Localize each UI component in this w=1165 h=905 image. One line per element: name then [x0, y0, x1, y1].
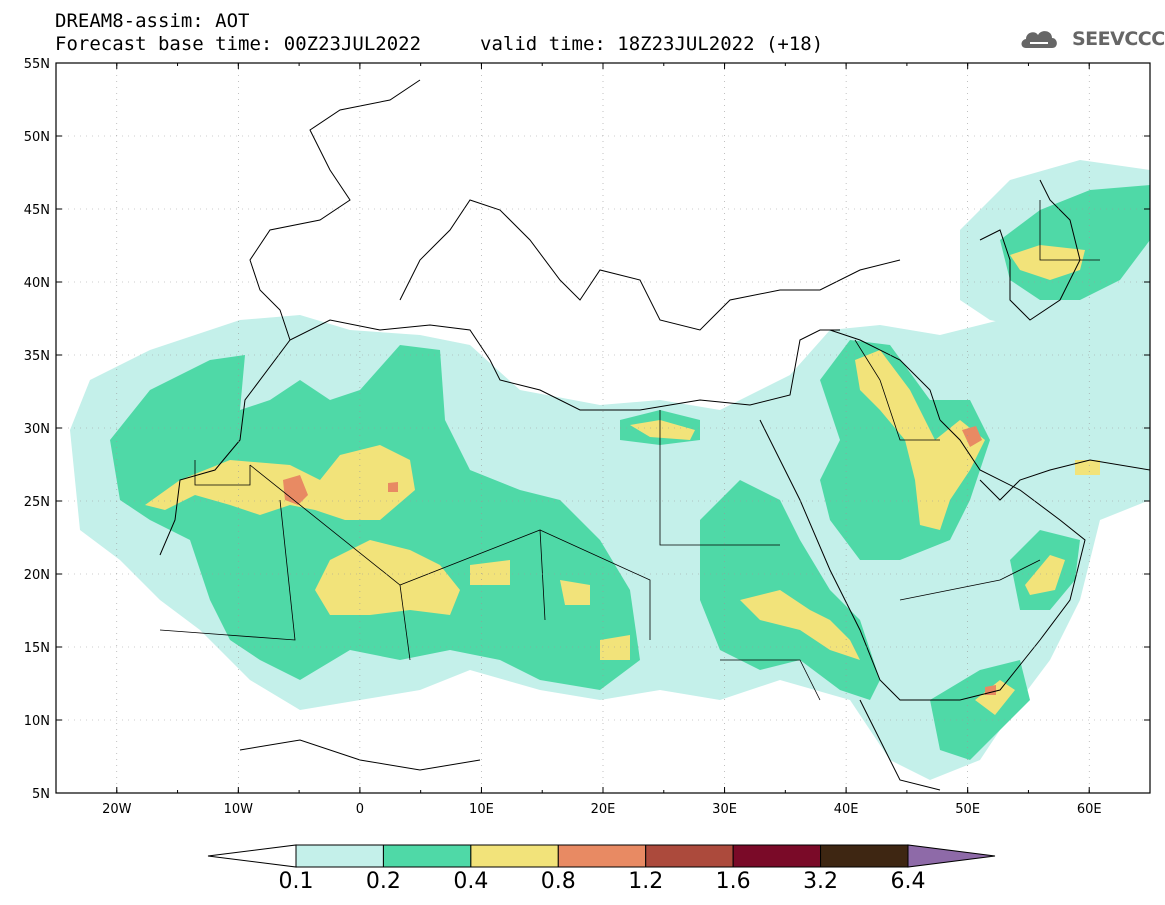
graticule — [56, 63, 1150, 793]
lon-label: 20E — [591, 802, 616, 817]
coastlines — [159, 79, 1150, 791]
aot-level-0.8-iran — [962, 426, 982, 447]
aot-level-0.4-libya — [630, 420, 695, 440]
colorbar-label: 0.4 — [453, 869, 489, 894]
lat-label: 25N — [24, 495, 50, 510]
colorbar-box — [732, 844, 822, 868]
aot-field — [70, 160, 1150, 780]
lat-label: 15N — [24, 641, 50, 656]
lat-label: 5N — [32, 787, 50, 802]
colorbar-label: 0.8 — [540, 869, 576, 894]
lat-label: 50N — [24, 130, 50, 145]
colorbar-box — [557, 844, 647, 868]
logo-text: SEEVCCC — [1072, 28, 1165, 50]
aot-level-0.4-oman — [1025, 555, 1065, 595]
borders — [159, 200, 1100, 701]
lat-label: 35N — [24, 349, 50, 364]
lat-label: 30N — [24, 422, 50, 437]
valid-time: valid time: 18Z23JUL2022 (+18) — [480, 33, 824, 55]
lon-label: 30E — [712, 802, 737, 817]
aot-level-0.4 — [145, 445, 415, 520]
colorbar-box — [820, 844, 909, 868]
colorbar-label: 1.2 — [628, 869, 664, 894]
colorbar-label: 1.6 — [715, 869, 751, 894]
colorbar-box — [382, 844, 472, 868]
lon-label: 10E — [469, 802, 494, 817]
aot-level-0.4-mali — [315, 540, 460, 615]
lon-label: 40E — [834, 802, 859, 817]
colorbar-box — [470, 844, 559, 868]
lon-label: 60E — [1077, 802, 1102, 817]
colorbar-label: 6.4 — [890, 869, 926, 894]
colorbar-label: 0.2 — [365, 869, 401, 894]
lat-label: 20N — [24, 568, 50, 583]
lon-label: 0 — [356, 802, 364, 817]
colorbar-box — [295, 844, 384, 868]
aot-level-0.4-chad — [560, 580, 590, 605]
axis-ticks: 55N 50N 45N 40N 35N 30N 25N 20N 15N 10N 5N 20W 10W 0 1… — [24, 57, 1151, 817]
aot-level-0.8-yemen — [985, 685, 996, 695]
lat-label: 45N — [24, 203, 50, 218]
aot-level-0.4-niger — [470, 560, 510, 585]
colorbar-over-arrow — [907, 844, 996, 868]
aot-level-0.4-socotra — [975, 680, 1015, 715]
lat-label: 10N — [24, 714, 50, 729]
lat-label: 40N — [24, 276, 50, 291]
colorbar — [207, 844, 996, 868]
base-time: Forecast base time: 00Z23JUL2022 — [55, 33, 422, 55]
cloud-icon — [1021, 31, 1057, 48]
aot-level-0.4-ethiopia — [740, 590, 860, 660]
lon-label: 20W — [102, 802, 132, 817]
aot-level-0.8 — [283, 475, 308, 505]
colorbar-label: 3.2 — [803, 869, 839, 894]
map-title: DREAM8-assim: AOT — [55, 10, 250, 32]
colorbar-label: 0.1 — [278, 869, 314, 894]
lat-label: 55N — [24, 57, 50, 72]
colorbar-box — [645, 844, 734, 868]
aot-level-0.4-sudan — [600, 635, 630, 660]
aot-level-0.4-iran — [1075, 460, 1100, 475]
colorbar-under-arrow — [207, 844, 297, 868]
lon-label: 50E — [955, 802, 980, 817]
lon-label: 10W — [224, 802, 254, 817]
aot-level-0.4-caspian — [1010, 245, 1085, 280]
aot-level-0.8-algeria — [388, 482, 398, 492]
